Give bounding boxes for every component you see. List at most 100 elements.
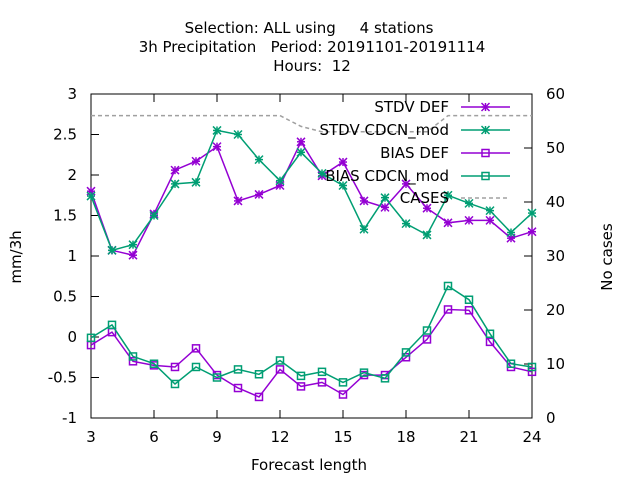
point-x [485,215,495,225]
point-x [254,155,264,165]
point-x [443,218,453,228]
point-x [443,190,453,200]
point-x [191,156,201,166]
y-tick-label: 3 [67,85,77,103]
legend-label: STDV DEF [374,98,449,116]
point-square [170,379,180,389]
point-square [338,378,348,387]
point-x [464,215,474,225]
point-square [296,371,306,381]
point-square [212,373,222,382]
point-square [506,359,516,368]
point-x [149,210,159,221]
point-square [254,392,264,402]
chart-title-line-3: Hours: 12 [273,57,351,75]
point-square [128,352,138,361]
point-x [464,198,474,208]
point-square [275,365,285,374]
y-tick-label: 1 [67,247,77,265]
point-square [485,337,495,347]
legend-label: BIAS DEF [380,144,449,162]
point-x [254,189,264,199]
y2-tick-label: 20 [546,301,565,319]
point-x [380,193,390,203]
series-3 [86,281,537,389]
series-line [91,114,532,133]
point-x [422,230,432,240]
point-x [401,219,411,229]
point-square [86,333,96,343]
point-square [422,326,432,335]
point-square [317,378,327,387]
point-x [527,208,537,218]
point-x [380,202,390,212]
point-x [107,245,117,255]
point-x [275,176,285,186]
point-square [443,305,453,314]
y2-tick-label: 10 [546,355,565,373]
point-square [380,374,390,383]
point-square [254,370,264,379]
chart-title-line-1: Selection: ALL using 4 stations [185,19,434,37]
point-square [275,356,285,365]
x-tick-label: 24 [522,428,541,446]
point-x [212,142,222,152]
series-line [90,129,533,252]
point-square [296,382,306,391]
y2-tick-label: 30 [546,247,565,265]
series-1 [86,125,537,255]
legend-label: STDV CDCN_mod [319,121,449,140]
series-line [90,308,533,398]
legend-marker [480,125,491,135]
point-square [317,367,327,377]
point-square [359,368,369,377]
point-square [233,365,243,374]
x-tick-label: 18 [396,428,415,446]
point-x [338,157,348,167]
point-x [317,168,327,178]
point-x [86,191,96,201]
point-x [233,129,243,140]
series-line [90,284,533,386]
x-tick-label: 3 [86,428,96,446]
legend-marker [480,102,491,112]
point-square [443,281,453,291]
legend-marker [481,148,490,158]
point-x [359,196,369,206]
point-square [527,367,537,377]
point-square [128,357,138,366]
series-2 [86,305,537,402]
point-square [485,329,495,339]
point-x [191,177,201,187]
point-x [506,227,516,238]
y2-tick-label: 50 [546,139,565,157]
y-tick-label: -0.5 [48,369,77,387]
series-4 [91,114,532,133]
point-x [527,227,537,237]
point-x [401,179,411,189]
y2-tick-label: 60 [546,85,565,103]
point-x [128,250,138,260]
point-square [233,383,243,393]
series-line [90,140,533,257]
point-square [527,362,537,372]
point-x [170,179,180,189]
point-x [170,165,180,175]
y-axis-label: mm/3h [7,230,25,283]
y-tick-label: 2.5 [53,126,77,144]
x-tick-label: 9 [212,428,222,446]
x-tick-label: 12 [270,428,289,446]
chart-title-line-2: 3h Precipitation Period: 20191101-201911… [139,38,486,56]
point-x [338,180,348,191]
point-x [485,206,495,216]
y-tick-label: 2 [67,166,77,184]
y2-axis-label: No cases [598,223,616,291]
x-tick-label: 15 [333,428,352,446]
point-x [233,196,243,206]
point-square [401,348,411,357]
point-x [359,224,369,234]
legend-label: BIAS CDCN_mod [325,167,449,186]
point-square [107,320,117,330]
